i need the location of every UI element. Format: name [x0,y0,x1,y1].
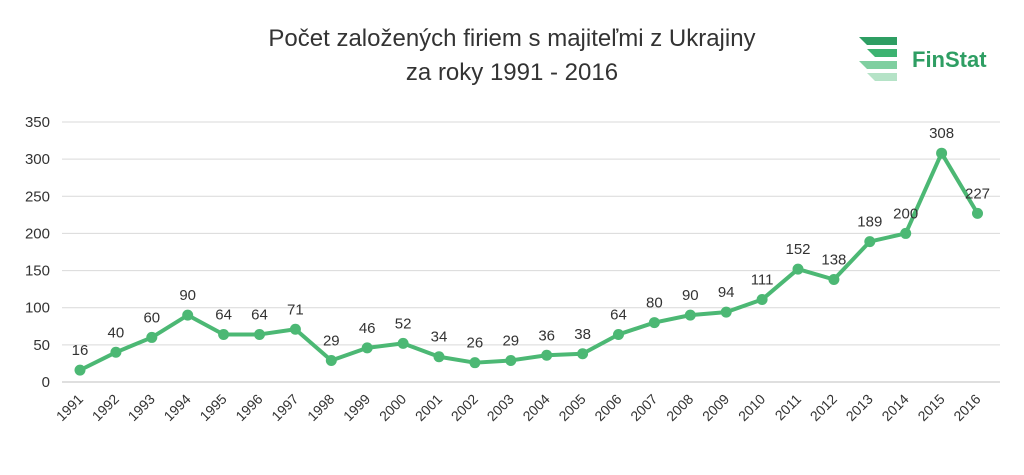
data-label: 16 [72,342,89,359]
data-point [828,273,840,285]
data-label: 189 [857,214,882,231]
data-point [218,328,230,340]
data-label: 38 [574,326,591,343]
x-tick-label: 2006 [591,391,624,424]
y-tick-label: 0 [42,374,50,391]
data-point [182,309,194,321]
data-label: 80 [646,295,663,312]
chart-title: Počet založených firiem s majiteľmi z Uk… [0,22,1024,90]
y-tick-label: 100 [25,300,50,317]
chart-title-line2: za roky 1991 - 2016 [405,59,619,86]
data-point [972,207,983,219]
data-label: 138 [821,251,846,268]
x-tick-label: 2014 [878,391,911,424]
data-point [469,357,481,369]
x-tick-label: 2007 [627,391,660,424]
data-point [146,331,158,343]
data-label: 90 [682,287,699,304]
data-label: 152 [785,241,810,258]
x-tick-label: 2002 [448,391,481,424]
data-point [74,364,86,376]
series-line [78,151,980,373]
data-label: 36 [538,327,555,344]
x-tick-label: 2011 [772,391,805,424]
data-point [936,147,948,159]
y-tick-label: 200 [25,225,50,242]
data-label: 46 [359,320,376,337]
data-label: 90 [179,287,196,304]
data-label: 34 [431,329,448,346]
y-tick-label: 250 [25,188,50,205]
data-point [720,306,732,318]
data-point [433,351,445,363]
data-point [505,354,517,366]
chart-title-line1: Počet založených firiem s majiteľmi z Uk… [268,25,756,52]
data-label: 227 [965,185,990,202]
data-point [254,328,265,340]
data-label: 64 [215,306,232,323]
x-tick-label: 2000 [376,391,409,424]
data-label: 200 [893,205,918,222]
x-tick-label: 1997 [268,391,301,424]
finstat-logo-text: FinStat [912,47,987,72]
data-point [289,323,301,335]
data-point [756,294,768,306]
x-tick-label: 1994 [160,391,193,424]
y-tick-label: 300 [25,151,50,168]
data-point [900,227,912,239]
x-tick-label: 2008 [663,391,696,424]
x-tick-label: 2001 [412,391,445,424]
x-tick-label: 1998 [304,391,337,424]
x-tick-label: 1995 [196,391,229,424]
x-tick-label: 2016 [950,391,983,424]
data-label: 40 [108,324,125,341]
data-point [864,236,876,248]
x-tick-label: 2012 [807,391,840,424]
x-tick-label: 2003 [484,391,517,424]
data-point [792,263,804,275]
y-tick-label: 350 [25,114,50,131]
x-tick-label: 2009 [699,391,732,424]
data-point [397,337,409,349]
y-tick-label: 150 [25,263,50,280]
data-label: 29 [323,332,340,349]
data-point [325,354,337,366]
y-tick-label: 50 [33,337,50,354]
x-tick-label: 1999 [340,391,373,424]
data-point [577,348,589,360]
data-label: 64 [610,306,627,323]
x-tick-label: 2005 [555,391,588,424]
data-label: 64 [251,306,268,323]
data-label: 308 [929,125,954,142]
x-tick-label: 1991 [53,391,86,424]
data-label: 52 [395,315,412,332]
x-tick-label: 2004 [519,391,552,424]
data-point [648,317,660,329]
finstat-logo-icon [859,37,897,81]
finstat-logo: FinStat [857,35,1007,85]
data-label: 71 [287,301,304,318]
data-point [361,342,373,354]
data-label: 94 [718,284,735,301]
data-label: 29 [502,332,519,349]
data-point [110,346,122,358]
x-tick-label: 1993 [125,391,158,424]
x-tick-label: 2010 [735,391,768,424]
x-tick-label: 2015 [914,391,947,424]
x-tick-label: 1992 [89,391,122,424]
data-point [613,328,624,340]
data-label: 60 [143,309,160,326]
x-tick-label: 1996 [232,391,265,424]
x-tick-label: 2013 [843,391,876,424]
data-point [684,309,696,321]
data-point [541,349,553,361]
data-label: 26 [467,335,484,352]
data-label: 111 [751,272,774,289]
